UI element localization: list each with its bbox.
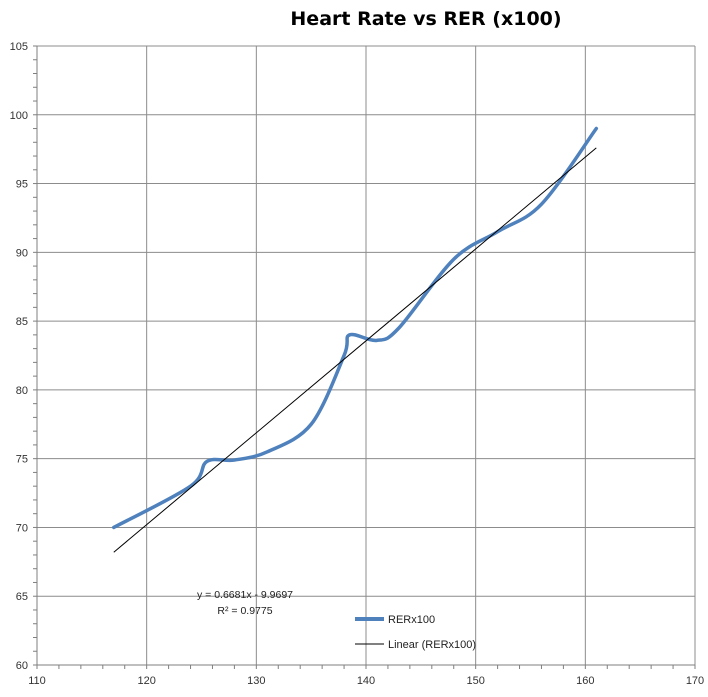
y-tick-labels: 60 65 70 75 80 85 90 95 100 105 [10, 41, 28, 672]
x-tick-label: 150 [466, 675, 484, 687]
y-tick-label: 65 [16, 591, 28, 603]
x-tick-label: 160 [576, 675, 594, 687]
x-tick-label: 140 [357, 675, 375, 687]
y-tick-label: 70 [16, 522, 28, 534]
y-tick-label: 90 [16, 247, 28, 259]
trendline-r2: R² = 0.9775 [217, 605, 272, 617]
axes [33, 45, 696, 669]
x-tick-label: 170 [686, 675, 704, 687]
x-tick-label: 120 [137, 675, 155, 687]
legend-label-trendline: Linear (RERx100) [388, 639, 476, 651]
x-tick-label: 110 [28, 675, 46, 687]
trendline-linear [113, 147, 597, 553]
x-tick-label: 130 [247, 675, 265, 687]
y-tick-label: 85 [16, 316, 28, 328]
legend: RERx100 Linear (RERx100) [355, 614, 476, 651]
grid-lines [37, 45, 696, 665]
y-tick-label: 60 [16, 660, 28, 672]
series-layer [112, 126, 599, 530]
x-tick-labels: 110 120 130 140 150 160 170 [28, 675, 704, 687]
y-tick-label: 95 [16, 179, 28, 191]
series-line-rerx100 [112, 126, 599, 530]
trendline-equation: y = 0.6681x - 9.9697 [197, 589, 293, 601]
y-tick-label: 100 [10, 110, 28, 122]
legend-label-series: RERx100 [388, 614, 435, 626]
trendline-layer [113, 147, 597, 553]
y-tick-label: 80 [16, 385, 28, 397]
y-tick-label: 105 [10, 41, 28, 53]
y-tick-label: 75 [16, 454, 28, 466]
chart-title: Heart Rate vs RER (x100) [290, 8, 561, 30]
